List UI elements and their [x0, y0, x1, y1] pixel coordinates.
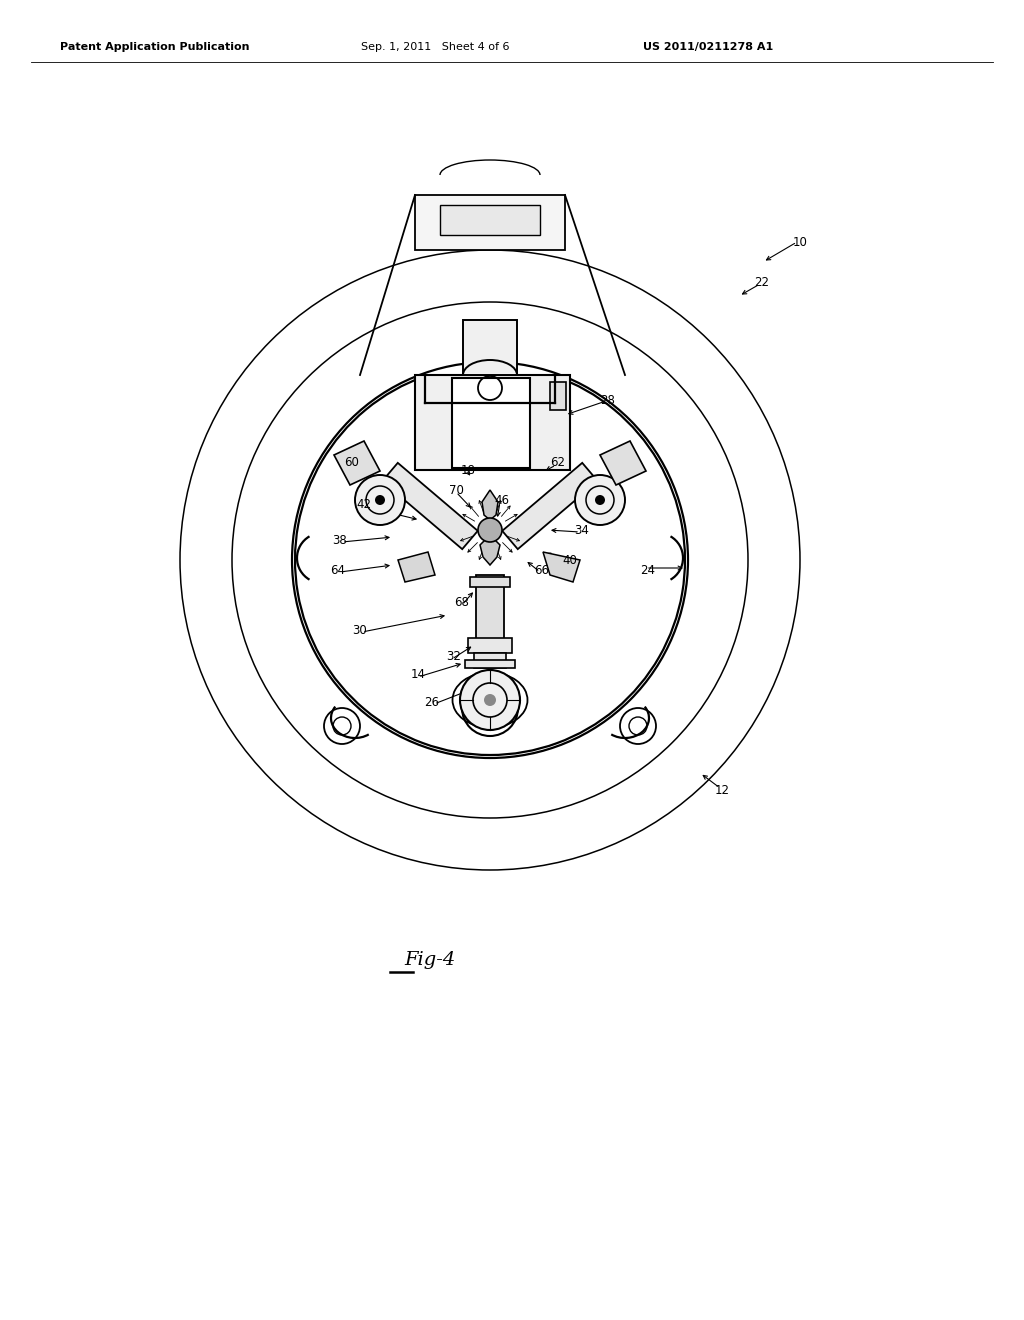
Text: 68: 68 [455, 597, 469, 610]
Polygon shape [334, 441, 380, 484]
Text: 46: 46 [495, 494, 510, 507]
Text: 12: 12 [715, 784, 729, 796]
Text: 14: 14 [411, 668, 426, 681]
Polygon shape [600, 441, 646, 484]
Text: Patent Application Publication: Patent Application Publication [60, 42, 250, 51]
Text: 30: 30 [352, 623, 368, 636]
Text: 42: 42 [356, 499, 372, 511]
Text: 26: 26 [425, 696, 439, 709]
Text: 38: 38 [333, 533, 347, 546]
Polygon shape [398, 552, 435, 582]
Bar [415, 195, 565, 249]
Text: 70: 70 [449, 483, 464, 496]
Text: 18: 18 [461, 463, 475, 477]
Bar [452, 378, 530, 469]
Circle shape [375, 495, 385, 506]
Bar [440, 205, 540, 235]
Text: 24: 24 [640, 564, 655, 577]
Bar [463, 319, 517, 375]
Circle shape [575, 475, 625, 525]
Text: 64: 64 [331, 564, 345, 577]
Bar [465, 660, 515, 668]
Circle shape [355, 475, 406, 525]
Circle shape [478, 517, 502, 543]
Text: 28: 28 [600, 393, 615, 407]
Text: 60: 60 [344, 457, 359, 470]
Text: 10: 10 [793, 236, 808, 249]
Bar [474, 653, 506, 668]
Polygon shape [543, 552, 580, 582]
Bar [550, 381, 566, 411]
Text: 66: 66 [535, 564, 550, 577]
Bar [476, 576, 504, 640]
Polygon shape [482, 490, 498, 520]
Circle shape [595, 495, 605, 506]
Circle shape [460, 671, 520, 730]
Bar [415, 375, 570, 470]
Text: 32: 32 [446, 651, 462, 664]
Text: 40: 40 [562, 553, 578, 566]
Text: Sep. 1, 2011   Sheet 4 of 6: Sep. 1, 2011 Sheet 4 of 6 [360, 42, 509, 51]
Circle shape [484, 694, 496, 706]
Bar [470, 577, 510, 587]
Text: Fig-4: Fig-4 [404, 950, 456, 969]
Text: 22: 22 [755, 276, 769, 289]
Polygon shape [502, 463, 598, 549]
Text: US 2011/0211278 A1: US 2011/0211278 A1 [643, 42, 773, 51]
Polygon shape [382, 463, 478, 549]
Polygon shape [480, 535, 500, 565]
Text: 34: 34 [574, 524, 590, 536]
Text: 62: 62 [551, 457, 565, 470]
Bar [468, 638, 512, 653]
